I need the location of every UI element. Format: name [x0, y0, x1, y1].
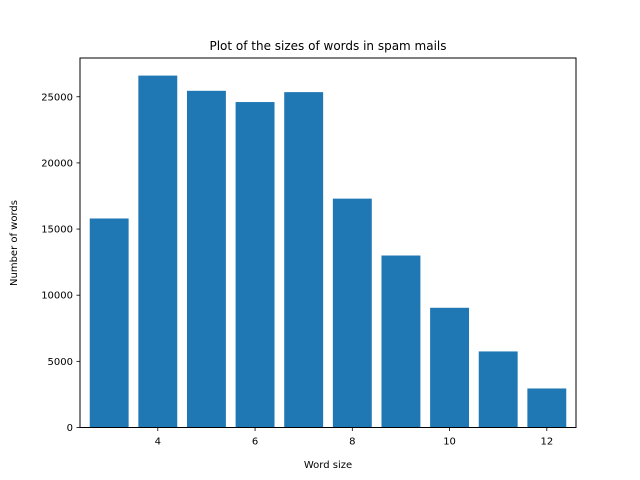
y-axis-label: Number of words — [9, 200, 20, 286]
bar-word-size-6 — [235, 102, 275, 428]
x-axis-ticks: 4 6 8 10 12 — [155, 427, 553, 448]
x-tick-label: 12 — [540, 437, 553, 448]
bar-word-size-4 — [138, 75, 178, 428]
y-tick-label: 20000 — [41, 158, 73, 169]
y-axis-ticks: 0 5000 10000 15000 20000 25000 — [41, 92, 80, 434]
x-tick-label: 4 — [155, 437, 161, 448]
y-tick-label: 10000 — [41, 291, 73, 302]
bar-word-size-8 — [332, 198, 372, 428]
plot-frame — [79, 57, 577, 428]
x-tick-label: 10 — [443, 437, 456, 448]
x-axis-label: Word size — [304, 460, 352, 471]
bar-word-size-7 — [284, 92, 324, 428]
x-tick-label: 6 — [252, 437, 258, 448]
y-tick-label: 15000 — [41, 225, 73, 236]
bars-group — [89, 75, 567, 428]
bar-word-size-12 — [527, 388, 567, 428]
y-tick-label: 5000 — [48, 357, 73, 368]
bar-word-size-10 — [430, 307, 470, 428]
y-tick-label: 25000 — [41, 92, 73, 103]
chart-title: Plot of the sizes of words in spam mails — [209, 39, 446, 53]
x-tick-label: 8 — [349, 437, 355, 448]
bar-word-size-5 — [186, 90, 226, 428]
y-tick-label: 0 — [67, 423, 73, 434]
bar-word-size-3 — [89, 218, 129, 428]
bar-word-size-11 — [478, 351, 518, 428]
bar-word-size-9 — [381, 255, 421, 428]
